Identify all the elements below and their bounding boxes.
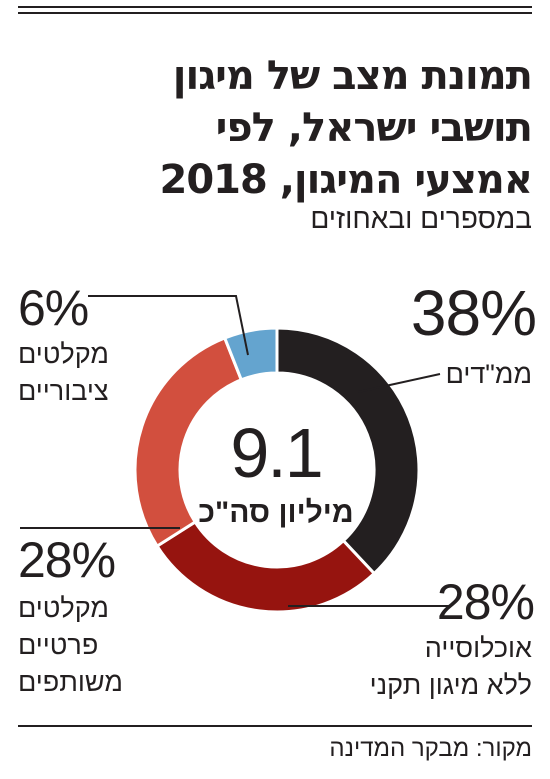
top-rules — [18, 6, 532, 14]
title-line-2: תושבי ישראל, לפי — [215, 105, 533, 151]
slice-label-unprotected: אוכלוסייה ללא מיגון תקני — [370, 630, 532, 704]
center-total-label: מיליון סה"כ — [198, 496, 354, 529]
slice-label-mamad: ממ"דים — [446, 356, 532, 393]
slice-label-private-shelters: מקלטים פרטיים משותפים — [18, 590, 123, 701]
title-line-3: אמצעי המיגון, 2018 — [159, 157, 533, 203]
leader-line-public-shelters — [88, 295, 249, 356]
title-line-1: תמונת מצב של מיגון — [172, 53, 533, 99]
chart-subtitle: במספרים ובאחוזים — [310, 203, 532, 234]
slice-label-private-line-3: משותפים — [18, 667, 123, 697]
slice-label-mamad-line-1: ממ"דים — [445, 359, 532, 389]
leader-line-mamad — [357, 373, 441, 393]
chart-title: תמונת מצב של מיגון תושבי ישראל, לפי אמצע… — [18, 50, 533, 206]
slice-label-unprotected-line-2: ללא מיגון תקני — [369, 670, 532, 700]
slice-label-private-line-1: מקלטים — [18, 593, 109, 623]
slice-private-shelters — [133, 336, 244, 549]
source-note: מקור: מבקר המדינה — [329, 735, 532, 762]
center-total-value: 9.1 — [230, 414, 323, 492]
slice-pct-unprotected: 28% — [436, 574, 535, 630]
slice-unprotected — [155, 519, 377, 614]
top-rule-1 — [18, 6, 532, 8]
slice-pct-mamad: 38% — [410, 277, 537, 349]
top-rule-2 — [18, 12, 532, 14]
slice-label-public-line-1: מקלטים — [18, 339, 109, 369]
slice-pct-private-shelters: 28% — [18, 532, 116, 588]
slice-mamad — [275, 326, 421, 576]
slice-label-public-line-2: ציבוריים — [18, 376, 109, 406]
slice-public-shelters — [222, 326, 279, 382]
source-rule — [18, 725, 532, 727]
slice-label-private-line-2: פרטיים — [18, 630, 99, 660]
slice-pct-public-shelters: 6% — [18, 280, 89, 336]
slice-label-public-shelters: מקלטים ציבוריים — [18, 336, 109, 410]
slice-label-unprotected-line-1: אוכלוסייה — [424, 633, 532, 663]
